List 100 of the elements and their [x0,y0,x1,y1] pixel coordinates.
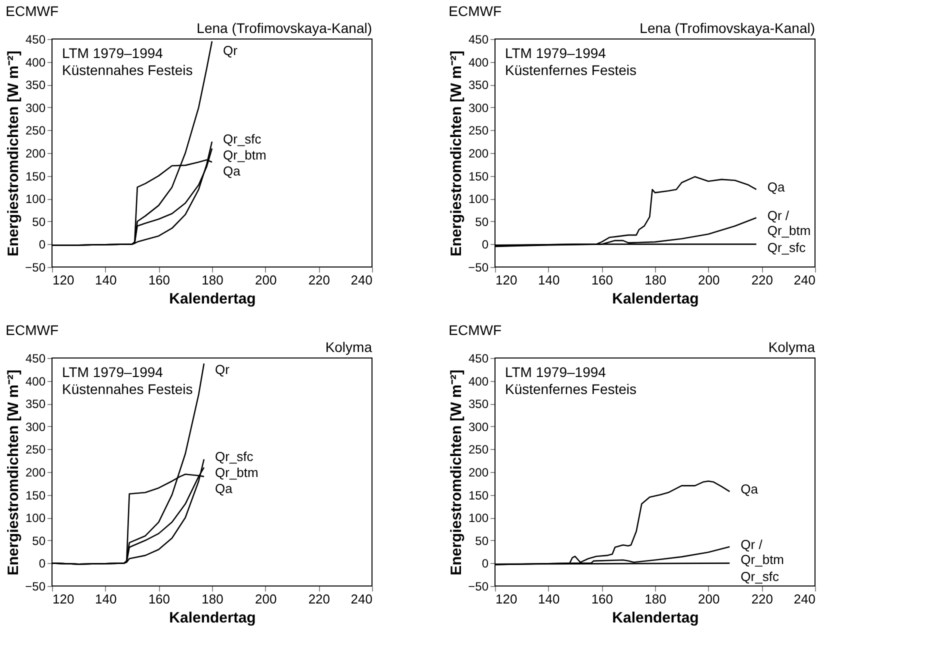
x-tick-label: 240 [350,272,372,288]
y-tick-label: 100 [468,192,489,206]
y-tick-label: 350 [468,397,489,412]
series-label: Qr_sfc [223,132,262,147]
series-label: Qr_sfc [215,449,254,464]
series-label: Qr [223,43,238,58]
y-tick-label: 250 [25,442,46,457]
chart-subtitle: Kolyma [325,339,372,355]
annotation: Küstenfernes Festeis [505,381,637,397]
x-tick-label: 120 [496,592,518,606]
y-tick-label: 400 [25,374,46,388]
y-axis-title: Energiestromdichten [W m⁻²] [448,370,466,576]
chart-title: ECMWF [6,322,59,338]
annotation: Küstenfernes Festeis [505,62,637,78]
y-tick-label: 400 [25,55,46,70]
x-tick-label: 120 [52,592,74,606]
y-tick-label: 200 [468,146,489,160]
x-tick-label: 240 [794,272,816,288]
y-tick-label: −50 [468,580,489,594]
x-axis-title: Kalendertag [169,290,256,308]
y-tick-label: 50 [32,214,46,229]
y-tick-label: 50 [475,534,489,548]
series-label: Qa [740,482,759,497]
x-tick-label: 240 [794,592,816,606]
x-axis-title: Kalendertag [169,610,256,626]
y-tick-label: 150 [468,169,489,184]
x-tick-label: 180 [644,272,666,288]
x-tick-label: 240 [350,592,372,606]
y-tick-label: 150 [25,169,46,184]
series-label: Qr / Qr_btm [767,208,811,238]
chart-subtitle: Lena (Trofimovskaya-Kanal) [640,20,815,36]
x-tick-label: 220 [751,592,774,606]
x-tick-label: 140 [94,272,117,288]
series-label: Qa [767,179,786,194]
y-tick-label: 250 [468,442,489,457]
chart-subtitle: Lena (Trofimovskaya-Kanal) [196,20,372,36]
x-tick-label: 140 [538,592,560,606]
y-tick-label: 350 [25,397,46,412]
y-tick-label: 450 [468,32,489,46]
y-tick-label: 0 [482,238,489,252]
x-tick-label: 140 [94,592,117,606]
chart-subtitle: Kolyma [768,339,816,355]
y-tick-label: −50 [468,260,489,274]
x-tick-label: 220 [308,592,330,606]
y-tick-label: 150 [468,488,489,502]
y-tick-label: −50 [25,260,46,274]
series-label: Qr_btm [215,465,258,480]
y-tick-label: 100 [25,192,46,206]
x-tick-label: 200 [254,592,277,606]
y-tick-label: 250 [25,124,46,138]
annotation: LTM 1979–1994 [505,364,606,380]
annotation: Küstennahes Festeis [62,62,193,78]
y-tick-label: 100 [25,511,46,526]
series-label: Qr / Qr_btm [740,536,784,567]
y-axis-title: Energiestromdichten [W m⁻²] [5,50,22,256]
series-label: Qr_sfc [740,568,780,584]
x-tick-label: 160 [148,272,170,288]
y-tick-label: 200 [468,466,489,480]
y-tick-label: −50 [25,580,46,594]
y-tick-label: 0 [38,238,46,252]
chart-title: ECMWF [6,3,59,19]
x-tick-label: 120 [52,272,74,288]
x-tick-label: 160 [591,592,614,606]
x-tick-label: 200 [698,592,720,606]
x-axis-title: Kalendertag [612,290,699,308]
y-tick-label: 200 [25,466,46,480]
series-label: Qr [215,362,230,377]
y-tick-label: 300 [25,100,46,115]
y-tick-label: 300 [25,420,46,434]
y-axis-title: Energiestromdichten [W m⁻²] [448,50,466,256]
annotation: LTM 1979–1994 [505,45,606,61]
x-tick-label: 180 [202,272,224,288]
y-axis-title: Energiestromdichten [W m⁻²] [5,370,22,576]
y-tick-label: 0 [38,556,46,571]
x-tick-label: 220 [308,272,330,288]
y-tick-label: 400 [468,55,489,70]
x-axis-title: Kalendertag [612,610,699,626]
x-tick-label: 180 [202,592,224,606]
x-tick-label: 120 [496,272,518,288]
y-tick-label: 400 [468,374,489,388]
x-tick-label: 200 [254,272,277,288]
x-tick-label: 160 [591,272,614,288]
annotation: LTM 1979–1994 [62,364,164,380]
y-tick-label: 100 [468,511,489,526]
y-tick-label: 300 [468,100,489,115]
annotation: Küstennahes Festeis [62,381,193,397]
x-tick-label: 140 [538,272,560,288]
y-tick-label: 0 [482,556,489,571]
series-label: Qa [215,481,234,496]
series-label: Qr_sfc [767,240,806,255]
y-tick-label: 450 [25,32,46,46]
y-tick-label: 200 [25,146,46,160]
series-label: Qr_btm [223,148,266,163]
x-tick-label: 200 [698,272,720,288]
series-label: Qa [223,164,242,179]
x-tick-label: 160 [148,592,170,606]
annotation: LTM 1979–1994 [62,45,164,61]
y-tick-label: 150 [25,488,46,502]
y-tick-label: 300 [468,420,489,434]
y-tick-label: 350 [25,78,46,92]
